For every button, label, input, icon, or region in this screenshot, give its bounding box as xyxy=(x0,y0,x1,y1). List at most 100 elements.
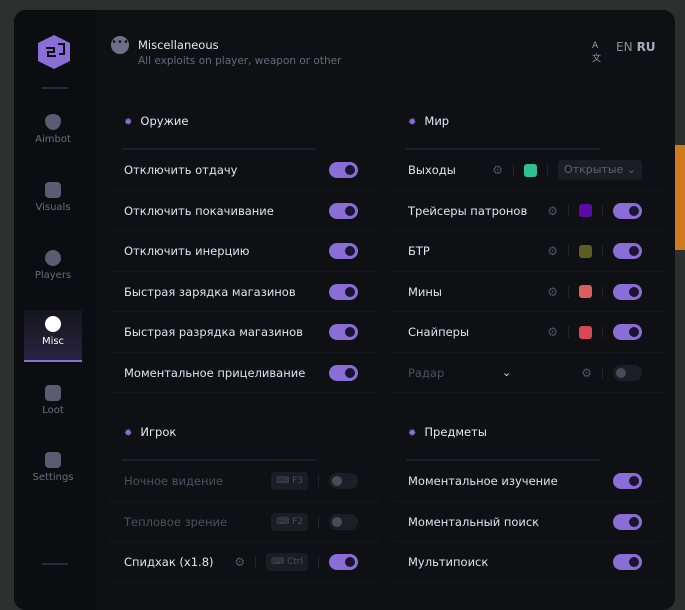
toggle-switch[interactable] xyxy=(613,202,642,219)
sidebar-item-visuals[interactable]: Visuals xyxy=(24,176,82,228)
exits-select[interactable]: Открытые ⌄ xyxy=(558,160,642,180)
section-header: ✹ Мир xyxy=(394,106,662,150)
toggle-switch[interactable] xyxy=(329,324,358,340)
gear-icon[interactable]: ⚙ xyxy=(581,365,592,380)
color-swatch[interactable] xyxy=(579,244,592,258)
color-swatch[interactable] xyxy=(579,285,592,298)
setting-row: Тепловое зрение ⌨ F2 xyxy=(110,502,378,542)
section-title: Предметы xyxy=(424,425,487,439)
sidebar-item-label: Settings xyxy=(32,472,74,483)
setting-row: Отключить инерцию xyxy=(110,231,378,272)
gear-icon[interactable]: ⚙ xyxy=(234,555,246,569)
toggle-switch[interactable] xyxy=(613,283,642,300)
divider xyxy=(568,326,569,338)
section-header: ✹ Игрок xyxy=(110,417,378,461)
setting-label: Отключить инерцию xyxy=(124,244,250,258)
setting-row: Мины ⚙ xyxy=(394,272,662,312)
sidebar-item-players[interactable]: Players xyxy=(24,244,82,296)
dots-icon xyxy=(45,316,61,332)
divider xyxy=(602,204,603,217)
section-weapon: ✹ Оружие Отключить отдачу Отключить покачив… xyxy=(110,106,378,393)
divider xyxy=(513,164,515,176)
toggle-switch[interactable] xyxy=(613,324,642,340)
setting-label: Быстрая разрядка магазинов xyxy=(124,325,303,339)
divider xyxy=(547,164,549,176)
setting-label: Радар xyxy=(408,365,445,380)
divider xyxy=(318,556,319,568)
section-items: ✹ Предметы Моментальное изучение Моментальн… xyxy=(394,417,662,583)
color-swatch[interactable] xyxy=(524,163,538,177)
setting-label: Моментальный поиск xyxy=(408,514,540,529)
setting-row: Снайперы ⚙ xyxy=(394,312,662,353)
gear-icon[interactable]: ⚙ xyxy=(547,284,558,299)
setting-label: Снайперы xyxy=(408,325,470,339)
toggle-switch[interactable] xyxy=(329,513,358,530)
divider xyxy=(568,245,569,257)
toggle-switch[interactable] xyxy=(613,513,642,530)
divider xyxy=(602,285,603,298)
translate-icon: A文 xyxy=(592,40,602,64)
section-world: ✹ Мир Выходы ⚙ Открытые ⌄ Трейсеры патронов ⚙ Б… xyxy=(394,106,662,393)
gear-icon[interactable]: ⚙ xyxy=(547,244,558,258)
section-title: Игрок xyxy=(140,425,177,439)
section-player: ✹ Игрок Ночное видение ⌨ F3 Тепловое зрение ⌨… xyxy=(110,417,378,583)
sidebar-item-loot[interactable]: Loot xyxy=(24,379,82,431)
lang-ru[interactable]: RU xyxy=(636,40,656,54)
sidebar-item-label: Aimbot xyxy=(35,134,71,145)
hotkey-badge[interactable]: ⌨ F3 xyxy=(271,472,308,490)
setting-label: Ночное видение xyxy=(124,474,224,488)
setting-label: Мины xyxy=(408,284,442,299)
list-icon xyxy=(45,452,61,468)
setting-row: Спидхак (x1.8) ⚙ ⌨ Ctrl xyxy=(110,542,378,583)
sidebar-item-label: Loot xyxy=(42,405,64,416)
toggle-switch[interactable] xyxy=(613,364,642,381)
toggle-switch[interactable] xyxy=(329,554,358,570)
toggle-switch[interactable] xyxy=(329,162,358,178)
lang-en[interactable]: EN xyxy=(616,40,633,54)
toggle-switch[interactable] xyxy=(613,554,642,570)
sidebar-item-aimbot[interactable]: Aimbot xyxy=(24,108,82,160)
setting-label: Тепловое зрение xyxy=(124,514,228,529)
setting-label: БТР xyxy=(408,244,430,258)
briefcase-icon xyxy=(45,385,61,401)
setting-row: Ночное видение ⌨ F3 xyxy=(110,461,378,502)
chevron-down-icon[interactable]: ⌄ xyxy=(502,365,512,379)
divider xyxy=(255,556,257,568)
vr-goggles-icon xyxy=(45,182,61,198)
gear-icon[interactable]: ⚙ xyxy=(547,203,558,218)
gear-icon[interactable]: ⚙ xyxy=(547,325,558,339)
gear-icon[interactable]: ⚙ xyxy=(492,163,504,177)
color-swatch[interactable] xyxy=(579,325,592,339)
toggle-switch[interactable] xyxy=(329,473,358,489)
page-title: Miscellaneous xyxy=(138,38,219,52)
setting-row: Моментальное прицеливание xyxy=(110,353,378,393)
setting-label: Отключить покачивание xyxy=(124,203,274,218)
dots-icon: ••• xyxy=(111,36,129,54)
setting-row: Мультипоиск xyxy=(394,542,662,583)
setting-row: Выходы ⚙ Открытые ⌄ xyxy=(394,150,662,191)
toggle-switch[interactable] xyxy=(329,364,358,381)
gear-icon: ✹ xyxy=(124,428,133,439)
color-swatch[interactable] xyxy=(579,204,592,217)
section-header: ✹ Оружие xyxy=(110,106,378,150)
setting-label: Спидхак (x1.8) xyxy=(124,555,214,569)
setting-label: Выходы xyxy=(408,163,456,177)
divider xyxy=(568,285,569,298)
setting-row: Моментальный поиск xyxy=(394,502,662,542)
setting-row: Отключить покачивание xyxy=(110,191,378,231)
hotkey-badge[interactable]: ⌨ F2 xyxy=(271,512,308,531)
toggle-switch[interactable] xyxy=(329,243,358,259)
toggle-switch[interactable] xyxy=(613,473,642,489)
toggle-switch[interactable] xyxy=(329,202,358,219)
toggle-switch[interactable] xyxy=(613,243,642,259)
toggle-switch[interactable] xyxy=(329,283,358,300)
setting-row: Отключить отдачу xyxy=(110,150,378,191)
gear-icon: ✹ xyxy=(408,428,417,439)
sidebar-item-settings[interactable]: Settings xyxy=(24,446,82,498)
hotkey-badge[interactable]: ⌨ Ctrl xyxy=(266,553,308,571)
hotkey-label: Ctrl xyxy=(286,557,303,567)
sidebar-item-misc[interactable]: Misc xyxy=(24,310,82,362)
setting-label: Быстрая зарядка магазинов xyxy=(124,284,296,299)
gear-icon: ✹ xyxy=(408,117,417,128)
gear-icon: ✹ xyxy=(124,117,133,128)
